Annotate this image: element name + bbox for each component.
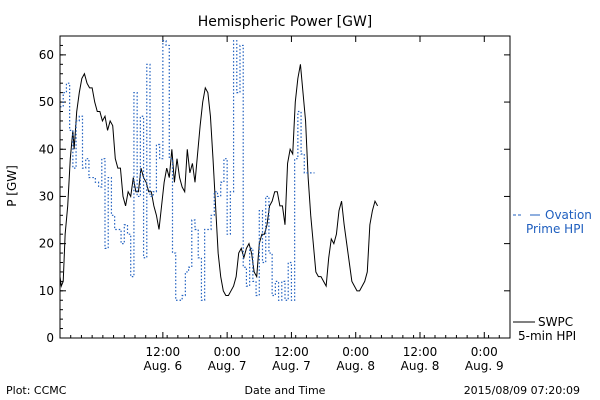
x-tick-time-label: 0:00 [342,345,369,359]
legend-ovation-line1: Ovation [545,208,592,222]
plot-source: Plot: CCMC [6,384,67,397]
x-tick-date-label: Aug. 8 [336,359,375,373]
y-tick-label: 60 [39,48,54,62]
plot-frame [59,35,511,339]
chart-title: Hemispheric Power [GW] [198,14,373,30]
y-tick-label: 30 [39,189,54,203]
legend-swpc-line1: SWPC [538,315,573,329]
x-tick-date-label: Aug. 8 [401,359,440,373]
y-tick-label: 40 [39,142,54,156]
x-tick-time-label: 0:00 [471,345,498,359]
legend-ovation: Ovation Prime HPI [513,208,592,236]
plot-timestamp: 2015/08/09 07:20:09 [464,384,580,397]
x-tick-time-label: 12:00 [403,345,438,359]
x-tick-date-label: Aug. 7 [208,359,247,373]
x-tick-date-label: Aug. 6 [144,359,183,373]
x-tick-time-label: 12:00 [274,345,309,359]
y-tick-label: 10 [39,284,54,298]
series-swpc-line [59,64,379,297]
x-tick-date-label: Aug. 7 [272,359,311,373]
x-tick-time-label: 0:00 [214,345,241,359]
legend-ovation-line2: Prime HPI [526,222,584,236]
series-ovation-line [60,40,315,301]
y-tick-label: 20 [39,237,54,251]
legend-swpc-line2: 5-min HPI [518,329,576,343]
y-tick-label: 50 [39,95,54,109]
y-axis-label: P [GW] [5,165,19,207]
x-tick-time-label: 12:00 [146,345,181,359]
y-tick-label: 0 [46,331,54,345]
x-tick-date-label: Aug. 9 [465,359,504,373]
x-axis-label: Date and Time [245,384,326,397]
legend-swpc: SWPC 5-min HPI [513,315,576,343]
